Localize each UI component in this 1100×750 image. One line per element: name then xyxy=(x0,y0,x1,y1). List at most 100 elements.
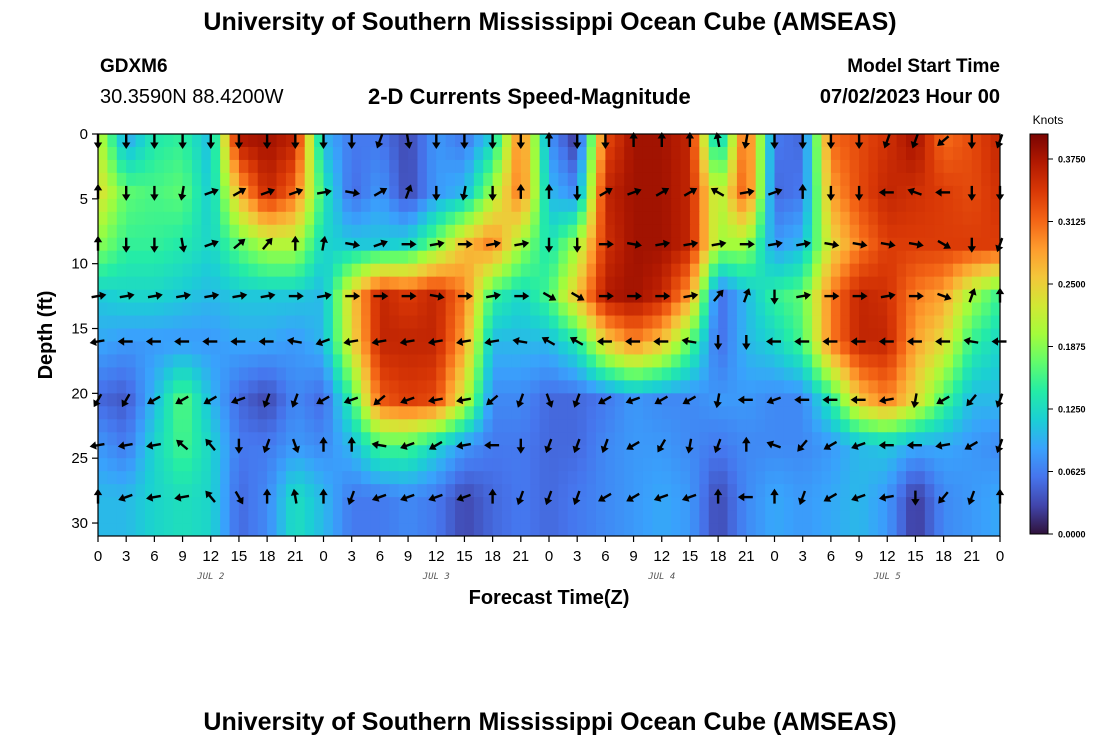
heatmap-cell xyxy=(567,159,578,174)
heatmap-cell xyxy=(567,185,578,200)
current-arrow xyxy=(794,395,810,404)
heatmap-cell xyxy=(257,458,268,472)
heatmap-cell xyxy=(727,250,738,265)
heatmap-cell xyxy=(652,510,663,524)
heatmap-cell xyxy=(267,159,278,174)
heatmap-cell xyxy=(229,510,240,524)
heatmap-cell xyxy=(539,250,550,265)
heatmap-cell xyxy=(455,224,466,239)
heatmap-cell xyxy=(793,445,804,459)
heatmap-cell xyxy=(680,471,691,485)
heatmap-cell xyxy=(765,406,776,420)
heatmap-cell xyxy=(304,510,315,524)
heatmap-cell xyxy=(746,224,757,239)
current-arrow xyxy=(428,493,443,502)
heatmap-cell xyxy=(661,276,672,291)
current-arrow xyxy=(653,493,669,502)
heatmap-cell xyxy=(934,432,945,446)
heatmap-cell xyxy=(652,380,663,394)
heatmap-cell xyxy=(295,224,306,239)
heatmap-cell xyxy=(502,419,513,433)
heatmap-cell xyxy=(154,367,165,381)
heatmap-cell xyxy=(464,523,475,536)
heatmap-cell xyxy=(990,224,1000,239)
heatmap-cell xyxy=(812,419,823,433)
heatmap-cell xyxy=(248,328,259,343)
heatmap-cell xyxy=(473,198,484,213)
heatmap-cell xyxy=(868,224,879,239)
heatmap-cell xyxy=(755,159,766,174)
heatmap-cell xyxy=(539,263,550,278)
current-arrow xyxy=(626,440,640,450)
heatmap-cell xyxy=(483,341,494,356)
heatmap-cell xyxy=(877,302,888,317)
heatmap-cell xyxy=(398,367,409,381)
current-arrow xyxy=(174,493,190,502)
heatmap-cell xyxy=(210,380,221,394)
heatmap-cell xyxy=(953,159,964,174)
heatmap-cell xyxy=(332,380,343,394)
heatmap-cell xyxy=(210,328,221,343)
heatmap-cell xyxy=(210,146,221,161)
heatmap-cell xyxy=(135,328,146,343)
heatmap-cell xyxy=(642,458,653,472)
heatmap-cell xyxy=(436,445,447,459)
current-arrow xyxy=(260,291,276,300)
heatmap-cell xyxy=(445,172,456,187)
heatmap-cell xyxy=(868,406,879,420)
heatmap-cell xyxy=(699,198,710,213)
heatmap-cell xyxy=(624,134,635,148)
current-arrow xyxy=(596,337,612,346)
heatmap-cell xyxy=(304,302,315,317)
heatmap-cell xyxy=(990,185,1000,200)
heatmap-cell xyxy=(502,237,513,252)
heatmap-cell xyxy=(727,341,738,356)
heatmap-cell xyxy=(821,146,832,161)
heatmap-cell xyxy=(201,406,212,420)
heatmap-cell xyxy=(323,250,334,265)
heatmap-cell xyxy=(727,354,738,369)
heatmap-cell xyxy=(990,380,1000,394)
heatmap-cell xyxy=(699,367,710,381)
heatmap-cell xyxy=(332,497,343,511)
heatmap-cell xyxy=(971,198,982,213)
heatmap-cell xyxy=(859,497,870,511)
heatmap-cell xyxy=(671,497,682,511)
heatmap-cell xyxy=(332,354,343,369)
heatmap-cell xyxy=(953,380,964,394)
heatmap-cell xyxy=(276,458,287,472)
heatmap-cell xyxy=(962,432,973,446)
heatmap-cell xyxy=(511,159,522,174)
heatmap-cell xyxy=(812,341,823,356)
heatmap-cell xyxy=(981,146,992,161)
heatmap-cell xyxy=(595,380,606,394)
heatmap-cell xyxy=(520,134,531,148)
heatmap-cell xyxy=(502,497,513,511)
heatmap-cell xyxy=(445,134,456,148)
heatmap-cell xyxy=(830,406,841,420)
heatmap-cell xyxy=(389,354,400,369)
heatmap-cell xyxy=(314,146,325,161)
heatmap-cell xyxy=(389,250,400,265)
heatmap-cell xyxy=(248,341,259,356)
heatmap-cell xyxy=(173,328,184,343)
heatmap-cell xyxy=(774,354,785,369)
current-arrow xyxy=(89,441,105,450)
heatmap-cell xyxy=(915,185,926,200)
heatmap-cell xyxy=(511,328,522,343)
heatmap-cell xyxy=(539,289,550,304)
heatmap-cell xyxy=(220,134,231,148)
heatmap-cell xyxy=(746,328,757,343)
heatmap-cell xyxy=(605,510,616,524)
heatmap-cell xyxy=(680,263,691,278)
heatmap-cell xyxy=(595,276,606,291)
heatmap-cell xyxy=(323,315,334,330)
heatmap-cell xyxy=(182,393,193,407)
heatmap-cell xyxy=(389,185,400,200)
heatmap-cell xyxy=(464,497,475,511)
heatmap-cell xyxy=(107,341,118,356)
heatmap-cell xyxy=(502,250,513,265)
current-arrow xyxy=(852,240,868,249)
heatmap-cell xyxy=(689,250,700,265)
heatmap-cell xyxy=(107,367,118,381)
